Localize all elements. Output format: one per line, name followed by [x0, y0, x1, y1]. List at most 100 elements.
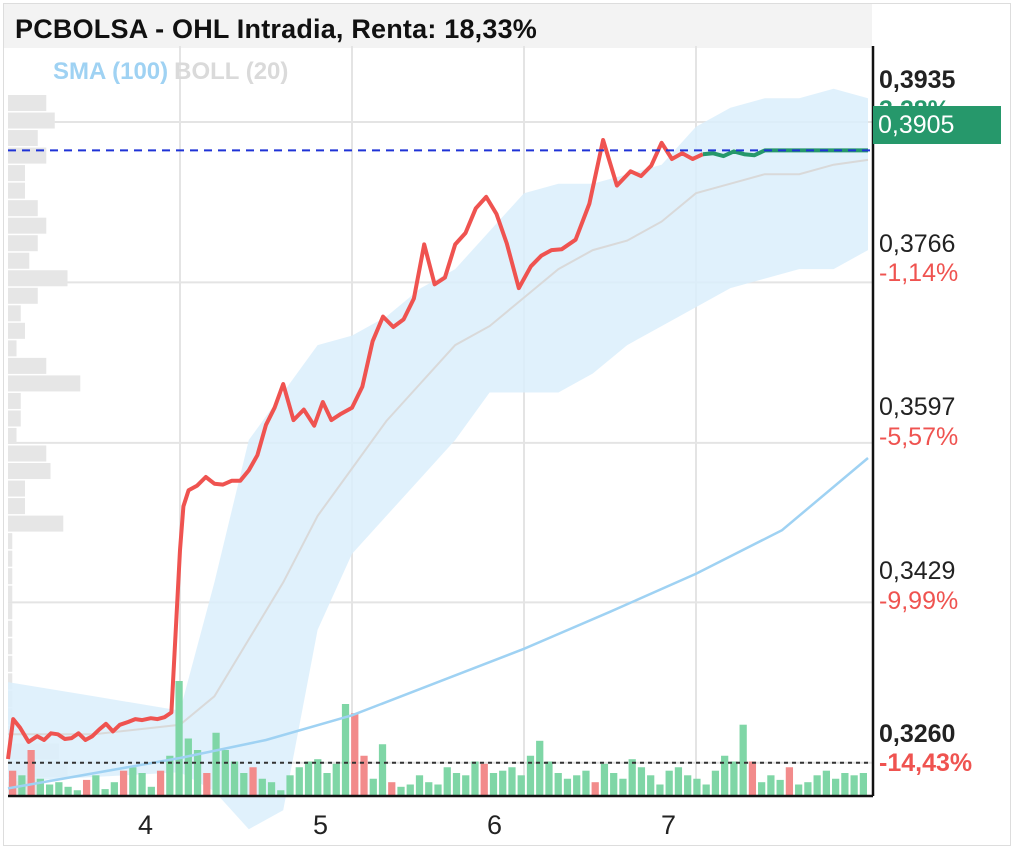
pct-label: -1,14% — [879, 259, 959, 287]
volume-profile-bar — [8, 427, 17, 444]
sma-100-line — [7, 457, 869, 790]
volume-bar — [693, 778, 701, 796]
volume-bar — [110, 782, 118, 796]
x-tick-label: 5 — [313, 810, 329, 840]
volume-bar — [610, 773, 618, 796]
volume-bar — [286, 775, 294, 796]
volume-bar — [591, 782, 599, 796]
volume-bar — [758, 782, 766, 796]
volume-bar — [637, 767, 646, 796]
volume-bar — [785, 767, 794, 796]
legend-boll[interactable]: BOLL (20) — [174, 58, 289, 85]
volume-profile-bar — [8, 620, 13, 637]
volume-bar — [767, 775, 775, 796]
volume-bar — [295, 767, 303, 796]
volume-profile-bar — [8, 498, 25, 515]
volume-bar — [434, 784, 442, 796]
price-line-down — [6, 138, 704, 760]
volume-profile-bar — [8, 305, 21, 322]
volume-bar — [55, 782, 63, 796]
volume-profile-bar — [8, 182, 25, 199]
volume-bar — [536, 740, 544, 796]
volume-bar — [563, 778, 572, 796]
bollinger-bands — [8, 88, 869, 830]
volume-profile-bar — [8, 550, 13, 567]
volume-profile-bar — [8, 252, 30, 269]
volume-bar — [711, 770, 720, 796]
volume-bar — [129, 767, 137, 796]
volume-bar — [665, 770, 673, 796]
volume-bar — [647, 775, 655, 796]
volume-bar — [82, 779, 91, 796]
volume-profile-bar — [8, 392, 21, 409]
volume-bar — [545, 761, 553, 796]
volume-bar — [748, 761, 757, 796]
volume-bar — [92, 775, 100, 796]
volume-bar — [138, 773, 146, 796]
volume-bar — [45, 784, 54, 796]
price-label: 0,3429 — [879, 557, 956, 585]
volume-bar — [702, 784, 710, 796]
volume-profile-bar — [8, 112, 55, 129]
volume-profile-bar — [8, 287, 38, 304]
pct-label: -5,57% — [879, 423, 959, 451]
volume-bar — [425, 782, 433, 796]
volume-bar — [822, 770, 831, 796]
volume-profile-bar — [8, 357, 47, 374]
volume-bar — [267, 782, 276, 796]
legend-sma[interactable]: SMA (100) — [53, 58, 169, 85]
pct-label-top: 3,28% — [879, 96, 950, 108]
volume-bar — [166, 755, 174, 796]
volume-bar — [36, 778, 44, 796]
volume-bar — [314, 759, 322, 796]
volume-profile-bar — [8, 270, 68, 287]
volume-bar — [684, 775, 692, 796]
volume-bar — [619, 778, 627, 796]
volume-bar — [489, 773, 498, 796]
volume-profile-bar — [8, 480, 25, 497]
title-bar: PCBOLSA - OHL Intradia, Renta: 18,33% — [4, 4, 872, 48]
volume-profile-bar — [8, 322, 25, 339]
indicator-legend: SMA (100) BOLL (20) — [53, 58, 288, 86]
volume-bar — [832, 778, 840, 796]
volume-bar — [415, 775, 424, 796]
volume-bar — [813, 775, 821, 796]
volume-profile-bar — [8, 515, 64, 532]
chart-frame — [3, 3, 1011, 846]
volume-bar — [9, 770, 17, 796]
volume-bar — [378, 744, 387, 796]
volume-profile-bar — [8, 585, 13, 602]
volume-bar — [323, 773, 331, 796]
volume-bar — [554, 773, 562, 796]
boll-middle-line — [8, 158, 869, 736]
volume-profile-bar — [8, 165, 25, 182]
price-label-bottom: 0,3260 — [879, 720, 956, 748]
price-label: 0,3597 — [879, 393, 956, 421]
volume-bar — [193, 750, 202, 796]
volume-bar — [480, 763, 488, 796]
volume-bar — [573, 775, 581, 796]
volume-bar — [739, 724, 747, 796]
volume-profile-bar — [8, 533, 13, 550]
volume-bar — [841, 773, 849, 796]
volume-bar — [119, 770, 128, 796]
volume-profile-bar — [8, 375, 81, 392]
volume-bar — [526, 755, 535, 796]
volume-profile-bar — [8, 463, 51, 480]
volume-profile-bar — [8, 340, 17, 357]
volume-bar — [360, 755, 368, 796]
volume-bar — [64, 786, 72, 796]
volume-bars — [9, 681, 867, 796]
volume-bar — [582, 770, 590, 796]
volume-profile-bar — [8, 603, 13, 620]
volume-bar — [304, 761, 313, 796]
volume-profile-bar — [8, 130, 38, 147]
volume-profile-bar — [8, 410, 21, 427]
volume-bar — [804, 782, 812, 796]
volume-bar — [600, 763, 609, 796]
volume-bar — [452, 773, 461, 796]
volume-bar — [249, 767, 257, 796]
volume-bar — [156, 770, 165, 796]
volume-bar — [332, 763, 340, 796]
